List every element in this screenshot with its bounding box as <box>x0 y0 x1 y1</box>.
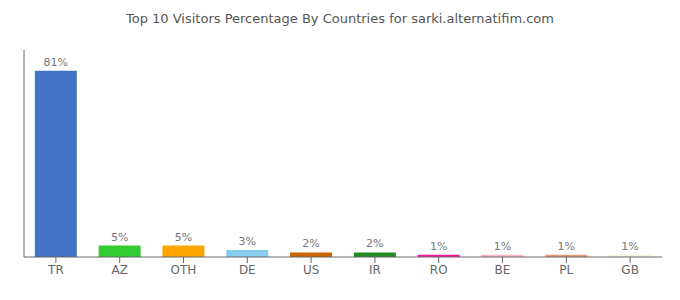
svg-text:US: US <box>303 263 319 277</box>
html-text:Top 10 Visitors Percentage By: Top 10 Visitors Percentage By Countries … <box>126 11 554 26</box>
svg-text:5%: 5% <box>111 231 128 244</box>
svg-text:2%: 2% <box>302 237 319 250</box>
svg-text:2%: 2% <box>366 237 383 250</box>
svg-text:5%: 5% <box>175 231 192 244</box>
svg-text:3%: 3% <box>239 235 256 248</box>
svg-text:1%: 1% <box>621 240 638 253</box>
svg-text:TR: TR <box>47 263 64 277</box>
svg-text:BE: BE <box>495 263 511 277</box>
svg-text:GB: GB <box>621 263 639 277</box>
svg-text:IR: IR <box>369 263 381 277</box>
svg-text:DE: DE <box>239 263 256 277</box>
svg-text:AZ: AZ <box>111 263 127 277</box>
svg-text:1%: 1% <box>558 240 575 253</box>
svg-text:RO: RO <box>430 263 448 277</box>
svg-text:1%: 1% <box>494 240 511 253</box>
svg-text:PL: PL <box>559 263 573 277</box>
svg-text:81%: 81% <box>44 56 68 69</box>
svg-text:OTH: OTH <box>171 263 197 277</box>
svg-text:1%: 1% <box>430 240 447 253</box>
